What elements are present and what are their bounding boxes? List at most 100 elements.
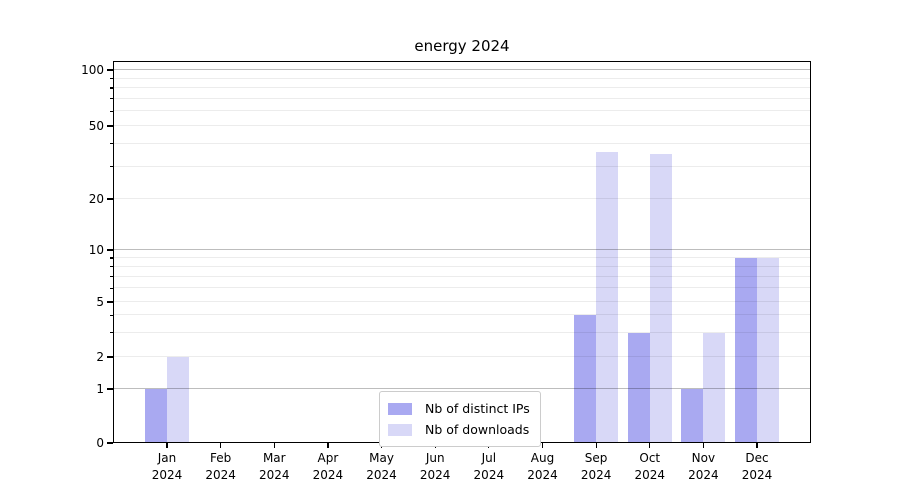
- plot-area: Nb of distinct IPs Nb of downloads: [113, 61, 811, 447]
- y-tick-label-5: 5: [96, 295, 104, 309]
- x-label-month: Sep: [584, 451, 608, 465]
- legend-label-distinct-ips: Nb of distinct IPs: [425, 401, 530, 416]
- y-minor-tick-7: [109, 276, 113, 278]
- y-minor-tick-30: [109, 166, 113, 168]
- bar-downloads-jan: [167, 357, 189, 443]
- y-minor-tick-8: [109, 266, 113, 268]
- gridline-minor-60: [113, 110, 811, 112]
- bar-downloads-dec: [757, 257, 780, 443]
- gridline-minor-6: [113, 287, 811, 289]
- x-tick-label-nov: Nov 2024: [673, 450, 733, 484]
- x-tick-oct: [649, 443, 651, 448]
- x-tick-mar: [273, 443, 275, 448]
- y-tick-label-1: 1: [96, 382, 104, 396]
- x-label-year: 2024: [741, 468, 773, 482]
- gridline-major-100: [113, 69, 811, 70]
- gridline-minor-80: [113, 87, 811, 88]
- bar-distinct-ips-jan: [145, 389, 167, 443]
- bar-distinct-ips-oct: [627, 332, 650, 443]
- x-tick-label-feb: Feb 2024: [191, 450, 251, 484]
- y-minor-tick-4: [109, 314, 113, 316]
- x-tick-feb: [220, 443, 222, 448]
- gridline-minor-20: [113, 198, 811, 199]
- gridline-minor-90: [113, 77, 811, 79]
- gridline-major-10: [113, 249, 811, 250]
- bar-distinct-ips-sep: [574, 315, 597, 443]
- bar-distinct-ips-nov: [681, 389, 704, 443]
- y-minor-tick-70: [109, 98, 113, 100]
- y-minor-tick-80: [109, 87, 113, 89]
- gridline-minor-2: [113, 356, 811, 357]
- y-tick-label-0: 0: [96, 436, 104, 450]
- x-tick-apr: [327, 443, 329, 448]
- y-minor-tick-6: [109, 287, 113, 289]
- x-label-year: 2024: [473, 468, 505, 482]
- y-tick-20: [106, 198, 113, 200]
- x-label-month: Nov: [691, 451, 716, 465]
- x-label-month: Jul: [481, 451, 497, 465]
- gridline-minor-5: [113, 301, 811, 302]
- y-tick-100: [106, 69, 113, 71]
- y-tick-10: [106, 249, 113, 251]
- y-minor-tick-60: [109, 110, 113, 112]
- x-label-year: 2024: [688, 468, 719, 482]
- y-tick-label-100: 100: [81, 63, 104, 77]
- gridline-minor-3: [113, 331, 811, 333]
- gridline-minor-30: [113, 165, 811, 167]
- x-label-year: 2024: [634, 468, 666, 482]
- x-label-month: Jan: [157, 451, 177, 465]
- y-tick-label-20: 20: [88, 192, 104, 206]
- y-minor-tick-40: [109, 143, 113, 145]
- x-label-year: 2024: [151, 468, 183, 482]
- x-label-month: Mar: [262, 451, 286, 465]
- x-label-month: May: [369, 451, 394, 465]
- x-tick-label-may: May 2024: [352, 450, 412, 484]
- legend: Nb of distinct IPs Nb of downloads: [379, 391, 541, 447]
- x-label-year: 2024: [366, 468, 397, 482]
- y-tick-2: [106, 356, 113, 358]
- x-tick-label-jan: Jan 2024: [137, 450, 197, 484]
- gridline-minor-70: [113, 97, 811, 99]
- y-minor-tick-3: [109, 332, 113, 334]
- x-tick-aug: [541, 443, 544, 448]
- y-tick-5: [106, 301, 113, 303]
- legend-row-distinct-ips: Nb of distinct IPs: [388, 398, 530, 419]
- x-tick-label-jul: Jul 2024: [459, 450, 519, 484]
- legend-row-downloads: Nb of downloads: [388, 419, 530, 440]
- x-label-year: 2024: [258, 468, 290, 482]
- y-minor-tick-9: [109, 257, 113, 259]
- x-label-month: Oct: [639, 451, 661, 465]
- gridline-minor-8: [113, 265, 811, 267]
- x-label-year: 2024: [580, 468, 612, 482]
- bar-downloads-oct: [649, 154, 672, 443]
- gridline-minor-9: [113, 256, 811, 258]
- gridline-minor-4: [113, 314, 811, 316]
- y-tick-0: [106, 442, 113, 444]
- chart-title: energy 2024: [414, 37, 510, 55]
- y-tick-label-50: 50: [88, 119, 104, 133]
- x-tick-label-aug: Aug 2024: [512, 450, 572, 484]
- x-label-year: 2024: [312, 468, 344, 482]
- x-label-year: 2024: [205, 468, 236, 482]
- x-tick-jan: [166, 443, 168, 448]
- x-label-year: 2024: [527, 468, 558, 482]
- y-tick-label-2: 2: [96, 350, 104, 364]
- gridline-minor-40: [113, 142, 811, 144]
- gridline-minor-50: [113, 125, 811, 126]
- gridline-major-1: [113, 388, 811, 389]
- bar-distinct-ips-dec: [735, 257, 758, 443]
- x-label-month: Jun: [425, 451, 445, 465]
- x-tick-dec: [756, 443, 758, 448]
- x-label-month: Feb: [210, 451, 232, 465]
- y-minor-tick-90: [109, 77, 113, 80]
- x-tick-label-oct: Oct 2024: [620, 450, 680, 484]
- legend-label-downloads: Nb of downloads: [425, 422, 530, 437]
- x-tick-label-apr: Apr 2024: [298, 450, 358, 484]
- legend-swatch-icon: [388, 402, 412, 415]
- x-label-month: Aug: [530, 451, 555, 465]
- y-tick-label-10: 10: [88, 243, 104, 257]
- x-tick-label-sep: Sep 2024: [566, 450, 626, 484]
- x-tick-sep: [595, 443, 597, 448]
- x-tick-nov: [702, 443, 705, 448]
- x-tick-label-jun: Jun 2024: [405, 450, 465, 484]
